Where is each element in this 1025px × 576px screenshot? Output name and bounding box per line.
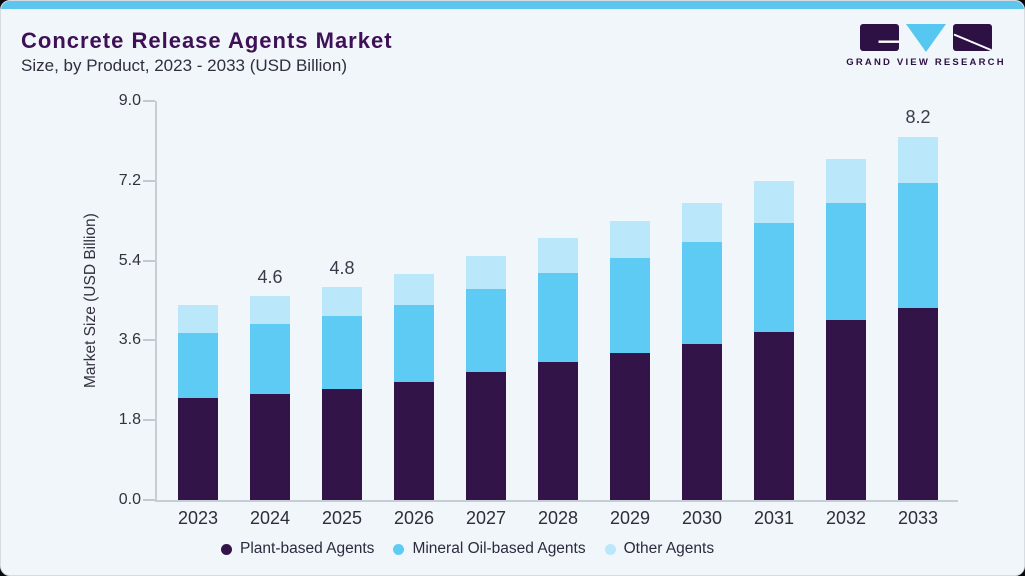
x-axis-label-2025: 2025 <box>321 508 363 528</box>
bar-2033 <box>898 136 938 500</box>
y-axis-tick-label: 5.4 <box>118 251 141 269</box>
bar-2031 <box>754 180 794 500</box>
bar-2024-segment-plant <box>250 393 290 500</box>
legend-dot-plant <box>221 543 232 555</box>
legend-label-mineral: Mineral Oil-based Agents <box>412 540 586 557</box>
y-axis-tick-label: 9.0 <box>118 92 141 109</box>
bar-2028-segment-plant <box>538 362 578 500</box>
x-axis-label-2028: 2028 <box>537 508 579 528</box>
y-axis-tick <box>143 179 155 182</box>
bar-2030-segment-other <box>682 203 722 242</box>
plot-area: 0.0 1.8 3.6 5.4 7.2 9.0 2023 4.6 2024 4.8 2025 2026… <box>119 92 958 528</box>
bar-value-label-2024: 4.6 <box>257 267 283 288</box>
bar-2030-segment-mineral <box>682 242 722 344</box>
bar-2023-segment-mineral <box>178 332 218 399</box>
y-axis-tick <box>143 259 155 262</box>
top-accent-bar <box>1 1 1024 9</box>
x-axis-label-2026: 2026 <box>393 508 435 528</box>
bar-2026-segment-mineral <box>394 305 434 382</box>
x-axis-label-2032: 2032 <box>825 508 867 528</box>
bar-value-label-2033: 8.2 <box>905 107 931 128</box>
bar-2029-segment-plant <box>610 352 650 500</box>
y-axis-title: Market Size (USD Billion) <box>82 213 99 388</box>
bar-2025 <box>322 287 362 500</box>
y-axis-tick-label: 7.2 <box>118 171 141 189</box>
bar-2032 <box>826 158 866 500</box>
bar-2032-segment-other <box>826 158 866 203</box>
bar-2026-segment-plant <box>394 381 434 500</box>
legend-dot-other <box>604 543 616 555</box>
bar-2023 <box>178 304 218 500</box>
bar-2026-segment-other <box>394 273 434 306</box>
bar-2033-segment-plant <box>898 308 938 500</box>
bar-2031-segment-mineral <box>754 222 794 332</box>
x-axis-label-2024: 2024 <box>249 508 291 528</box>
bar-2024 <box>250 296 290 500</box>
bar-2026 <box>394 273 434 500</box>
legend: Plant-based Agents Mineral Oil-based Agen… <box>221 538 714 560</box>
y-axis-tick <box>143 339 155 342</box>
brand-logo-icon <box>860 24 992 52</box>
bar-2023-segment-other <box>178 304 218 333</box>
bar-2029-segment-other <box>610 220 650 258</box>
y-axis-tick <box>143 499 155 501</box>
legend-dot-mineral <box>393 543 405 555</box>
logo-r-leg <box>953 33 992 51</box>
legend-item-mineral: Mineral Oil-based Agents <box>393 540 586 558</box>
x-axis-label-2031: 2031 <box>753 508 795 528</box>
bar-2027-segment-mineral <box>466 289 506 372</box>
page-title: Concrete Release Agents Market <box>21 28 393 53</box>
bar-2031-segment-plant <box>754 331 794 500</box>
legend-item-plant: Plant-based Agents <box>221 540 374 558</box>
y-axis-tick-label: 1.8 <box>118 411 141 429</box>
x-axis-label-2023: 2023 <box>177 508 219 528</box>
logo-g-crossbar <box>878 40 899 43</box>
x-axis-label-2029: 2029 <box>609 508 651 528</box>
bar-2032-segment-mineral <box>826 202 866 321</box>
logo-v-triangle <box>906 24 946 52</box>
y-axis-tick-label: 0.0 <box>118 491 141 508</box>
page-subtitle: Size, by Product, 2023 - 2033 (USD Billi… <box>21 56 347 75</box>
bar-2033-segment-mineral <box>898 182 938 309</box>
bar-2029 <box>610 220 650 500</box>
bar-2033-segment-other <box>898 136 938 183</box>
legend-label-other: Other Agents <box>623 540 715 557</box>
bar-2031-segment-other <box>754 180 794 223</box>
bar-2025-segment-mineral <box>322 316 362 389</box>
logo-r-block <box>953 24 992 51</box>
x-axis-label-2027: 2027 <box>465 508 507 528</box>
x-axis-label-2033: 2033 <box>897 508 939 528</box>
legend-label-plant: Plant-based Agents <box>240 540 375 557</box>
bar-value-label-2025: 4.8 <box>329 258 355 279</box>
brand-name: GRAND VIEW RESEARCH <box>846 57 1006 68</box>
bar-2028 <box>538 238 578 500</box>
y-axis-tick <box>143 419 155 422</box>
brand-logo: GRAND VIEW RESEARCH <box>846 24 1004 68</box>
bar-2030 <box>682 203 722 500</box>
bar-2030-segment-plant <box>682 343 722 500</box>
bar-2025-segment-plant <box>322 388 362 500</box>
bar-2032-segment-plant <box>826 320 866 500</box>
bar-2027-segment-other <box>466 256 506 290</box>
bar-2028-segment-mineral <box>538 273 578 363</box>
bar-2027 <box>466 256 506 500</box>
bar-2025-segment-other <box>322 287 362 317</box>
legend-item-other: Other Agents <box>604 540 715 558</box>
bar-2027-segment-plant <box>466 371 506 500</box>
bar-2029-segment-mineral <box>610 257 650 353</box>
bar-2024-segment-other <box>250 296 290 325</box>
x-axis-label-2030: 2030 <box>681 508 723 528</box>
bar-2023-segment-plant <box>178 398 218 500</box>
y-axis-tick <box>143 100 155 102</box>
bar-2024-segment-mineral <box>250 324 290 394</box>
logo-g-block <box>860 24 899 51</box>
y-axis-tick-label: 3.6 <box>118 331 141 349</box>
bar-2028-segment-other <box>538 238 578 274</box>
